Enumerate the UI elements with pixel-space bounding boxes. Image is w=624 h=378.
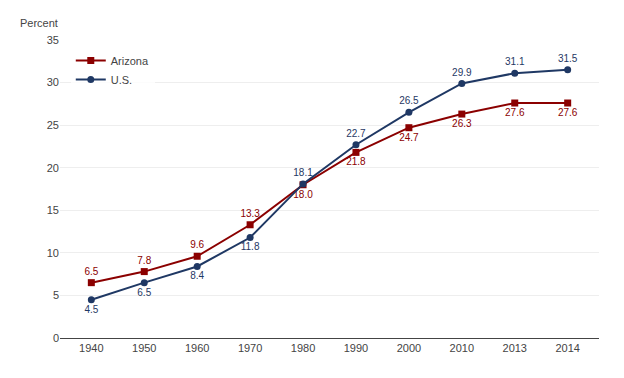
- svg-text:6.5: 6.5: [84, 266, 98, 277]
- svg-text:Percent: Percent: [20, 17, 58, 29]
- svg-text:31.5: 31.5: [558, 53, 578, 64]
- svg-text:1940: 1940: [79, 342, 103, 354]
- svg-text:1980: 1980: [291, 342, 315, 354]
- svg-text:21.8: 21.8: [346, 156, 366, 167]
- svg-text:2013: 2013: [503, 342, 527, 354]
- svg-text:30: 30: [47, 76, 59, 88]
- svg-text:20: 20: [47, 162, 59, 174]
- svg-text:1990: 1990: [344, 342, 368, 354]
- svg-text:5: 5: [53, 289, 59, 301]
- svg-text:1960: 1960: [185, 342, 209, 354]
- svg-text:18.1: 18.1: [293, 167, 313, 178]
- svg-text:13.3: 13.3: [240, 208, 260, 219]
- svg-text:U.S.: U.S.: [111, 74, 132, 86]
- svg-text:0: 0: [53, 332, 59, 344]
- svg-text:29.9: 29.9: [452, 67, 472, 78]
- svg-text:15: 15: [47, 204, 59, 216]
- svg-text:1970: 1970: [238, 342, 262, 354]
- svg-text:27.6: 27.6: [505, 107, 525, 118]
- svg-text:24.7: 24.7: [399, 132, 419, 143]
- svg-text:6.5: 6.5: [137, 287, 151, 298]
- svg-text:10: 10: [47, 247, 59, 259]
- svg-text:9.6: 9.6: [190, 239, 204, 250]
- svg-text:26.3: 26.3: [452, 118, 472, 129]
- svg-text:22.7: 22.7: [346, 128, 366, 139]
- svg-text:18.0: 18.0: [293, 189, 313, 200]
- svg-text:2010: 2010: [450, 342, 474, 354]
- svg-text:25: 25: [47, 119, 59, 131]
- svg-text:31.1: 31.1: [505, 56, 525, 67]
- svg-text:8.4: 8.4: [190, 270, 204, 281]
- svg-text:4.5: 4.5: [84, 304, 98, 315]
- svg-text:1950: 1950: [132, 342, 156, 354]
- svg-text:2014: 2014: [555, 342, 579, 354]
- svg-text:7.8: 7.8: [137, 255, 151, 266]
- svg-text:27.6: 27.6: [558, 107, 578, 118]
- svg-text:35: 35: [47, 34, 59, 46]
- svg-text:26.5: 26.5: [399, 95, 419, 106]
- svg-text:Arizona: Arizona: [111, 55, 149, 67]
- svg-text:11.8: 11.8: [241, 241, 260, 252]
- svg-text:2000: 2000: [397, 342, 421, 354]
